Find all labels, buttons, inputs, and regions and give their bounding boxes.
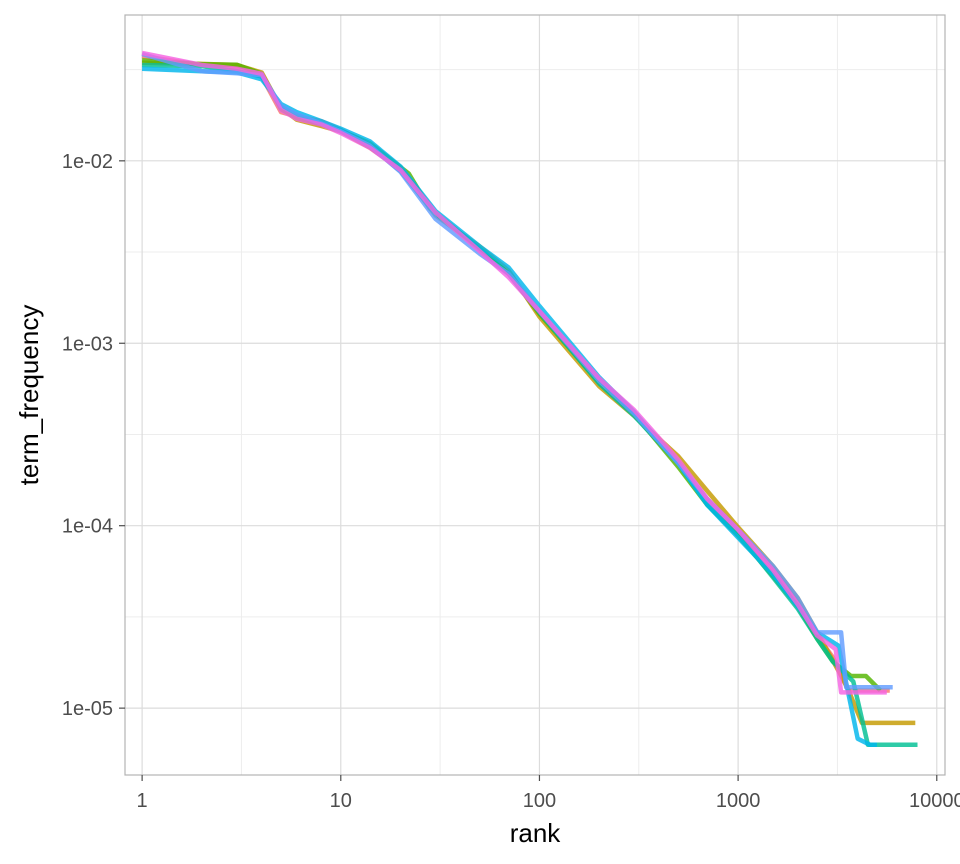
plot-background [125,15,945,775]
series-lines [141,50,918,747]
x-tick-label: 1 [137,790,148,812]
y-tick-label: 1e-02 [62,151,113,173]
y-tick-label: 1e-05 [62,698,113,720]
y-tick-label: 1e-04 [62,516,113,538]
x-axis-ticks: 1 10 100 1000 10000 [137,775,960,812]
y-axis-title: term_frequency [14,305,44,486]
plot-panel-border [124,14,946,776]
minor-gridlines [125,15,945,775]
y-axis-ticks: 1e-02 1e-03 1e-04 1e-05 [62,151,125,720]
x-tick-label: 10000 [909,790,960,812]
x-tick-label: 100 [523,790,556,812]
major-gridlines [125,15,945,775]
x-tick-label: 10 [330,790,352,812]
x-tick-label: 1000 [716,790,761,812]
series-line-7 [141,50,887,695]
y-tick-label: 1e-03 [62,333,113,355]
x-axis-title: rank [510,818,562,848]
